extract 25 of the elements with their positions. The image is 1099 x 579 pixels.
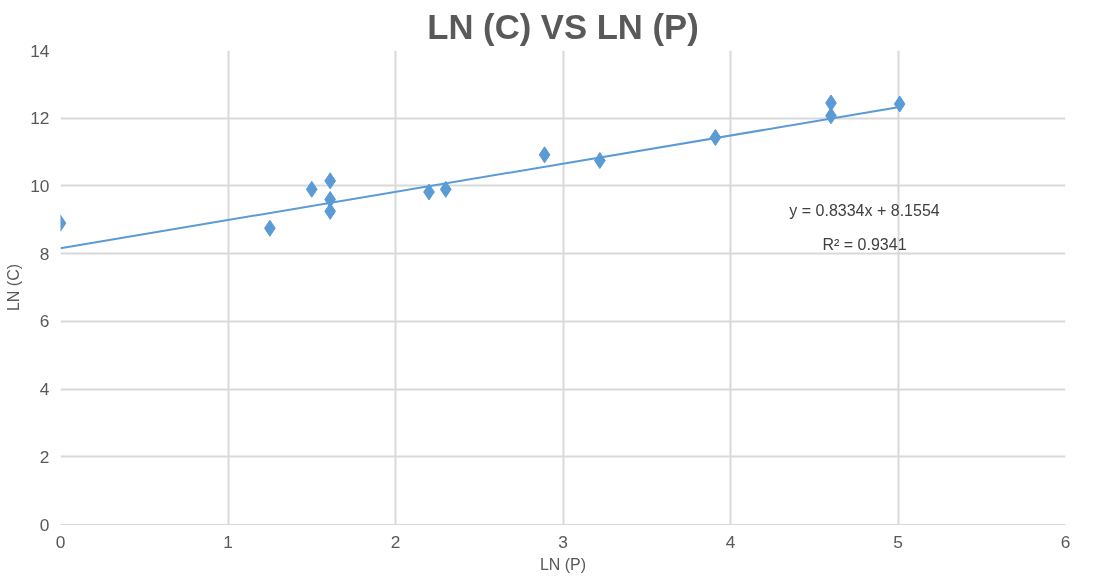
y-tick-label: 4 bbox=[39, 379, 50, 400]
y-tick-label: 2 bbox=[39, 446, 50, 467]
y-axis-title: LN (C) bbox=[5, 263, 23, 312]
x-tick-label: 2 bbox=[390, 531, 401, 552]
x-tick-label: 0 bbox=[55, 531, 66, 552]
y-tick-label: 8 bbox=[39, 243, 50, 264]
y-tick-label: 0 bbox=[39, 514, 50, 535]
chart-title: LN (C) VS LN (P) bbox=[427, 7, 699, 46]
x-tick-label: 5 bbox=[893, 531, 903, 552]
x-tick-label: 6 bbox=[1060, 531, 1071, 552]
x-tick-label: 4 bbox=[725, 531, 736, 552]
x-tick-label: 3 bbox=[558, 531, 568, 552]
point bbox=[439, 180, 452, 198]
annotation: R² = 0.9341 bbox=[822, 235, 907, 253]
x-tick-label: 1 bbox=[223, 531, 233, 552]
y-tick-label: 14 bbox=[30, 40, 50, 61]
x-axis-title: LN (P) bbox=[539, 555, 587, 573]
y-tick-label: 6 bbox=[39, 311, 50, 332]
point bbox=[893, 95, 906, 113]
y-tick-label: 12 bbox=[30, 108, 50, 129]
point bbox=[324, 172, 337, 190]
point bbox=[538, 146, 551, 164]
annotation: y = 0.8334x + 8.1554 bbox=[789, 201, 940, 219]
point bbox=[305, 180, 318, 198]
y-tick-label: 10 bbox=[30, 175, 50, 196]
